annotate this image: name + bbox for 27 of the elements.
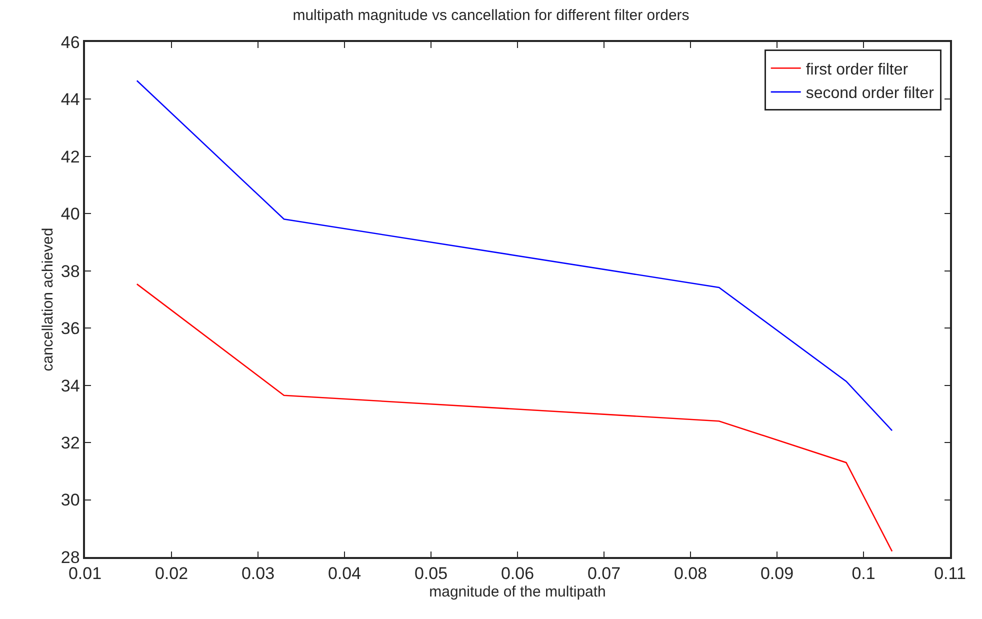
y-tick-label: 34 (60, 376, 80, 396)
y-axis-title: cancellation achieved (40, 228, 57, 372)
legend-label: second order filter (806, 85, 935, 102)
y-tick-label: 30 (60, 490, 80, 510)
x-axis-title: magnitude of the multipath (429, 584, 606, 601)
y-tick-label: 42 (60, 147, 80, 166)
x-tick-label: 0.04 (328, 564, 362, 584)
y-tick-label: 44 (60, 90, 80, 110)
x-tick-label: 0.07 (587, 564, 621, 584)
legend-label: first order filter (806, 61, 909, 78)
x-tick-label: 0.06 (500, 564, 534, 584)
line-series (136, 283, 893, 552)
y-tick-label: 28 (60, 548, 80, 567)
y-tick-label: 36 (60, 319, 80, 338)
x-tick-label: 0.1 (852, 564, 876, 584)
x-tick-label: 0.03 (241, 564, 275, 584)
x-tick-label: 0.11 (934, 564, 966, 584)
y-tick-label: 38 (60, 262, 80, 281)
y-tick-label: 32 (60, 434, 80, 453)
chart-title: multipath magnitude vs cancellation for different filter orders (292, 6, 690, 24)
x-tick-label: 0.01 (68, 564, 102, 584)
x-tick-label: 0.05 (414, 564, 448, 584)
x-tick-label: 0.09 (760, 564, 794, 584)
x-tick-label: 0.02 (154, 564, 188, 584)
x-tick-label: 0.08 (674, 564, 708, 584)
y-tick-label: 40 (60, 204, 80, 224)
y-tick-label: 46 (60, 32, 80, 52)
